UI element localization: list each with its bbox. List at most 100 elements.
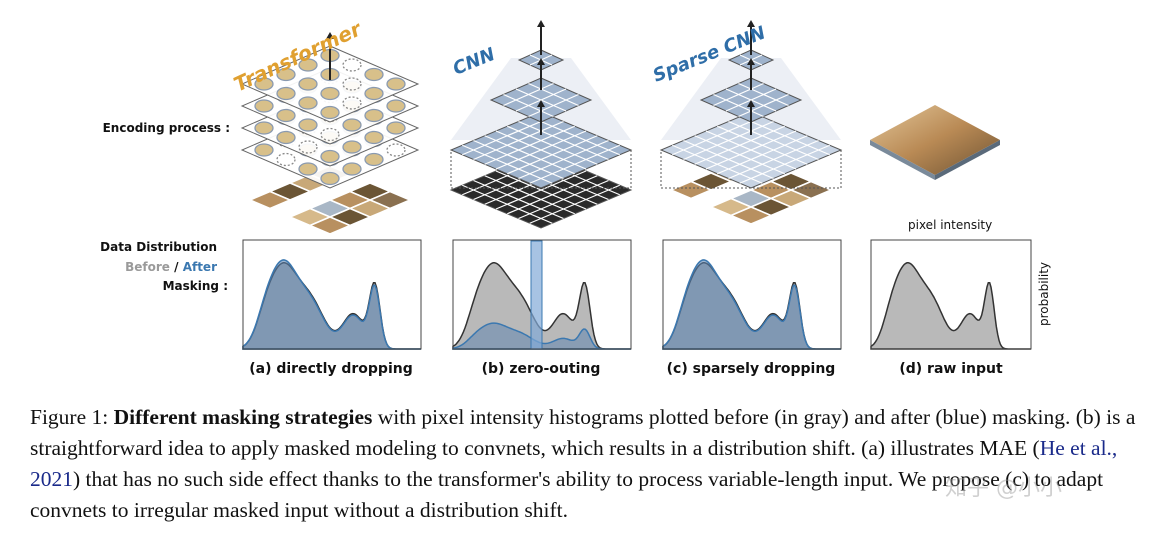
output-arrow-head [747, 20, 755, 27]
arrow-head [747, 100, 755, 107]
feature-map-large-gridline [462, 144, 553, 184]
token [276, 152, 296, 167]
token [320, 105, 340, 120]
output-arrow-head [326, 32, 334, 39]
panel-a-caption: (a) directly dropping [249, 361, 413, 377]
masking-label: Masking : [162, 279, 228, 293]
panel-c-caption: (c) sparsely dropping [666, 361, 836, 377]
slash: / [169, 260, 183, 274]
figure-caption: Figure 1: Different masking strategies w… [30, 402, 1140, 526]
token [254, 99, 274, 113]
token [342, 96, 362, 110]
token [364, 67, 384, 82]
plot-frame [870, 239, 1032, 350]
token [320, 86, 340, 101]
token [364, 108, 384, 123]
feature-map-large-gridline [683, 139, 774, 180]
arrow-head [747, 58, 755, 65]
token [276, 130, 296, 145]
arrow-head [537, 100, 545, 107]
plot-frame [662, 239, 842, 350]
figure-number: Figure 1: [30, 405, 114, 429]
feature-map-large-gridline [705, 130, 797, 170]
watermark: 知乎 @小小 [945, 476, 1062, 501]
encoding-process-label: Encoding process : [102, 121, 230, 135]
token [320, 127, 340, 142]
before-after-label: Before / After [60, 260, 217, 274]
token [298, 96, 318, 110]
raw-image-edge [935, 140, 1000, 180]
feature-map-large-gridline [694, 135, 785, 175]
token [342, 162, 362, 176]
zeroed-image-gridline [462, 184, 553, 224]
after-spike [530, 240, 543, 350]
feature-map-large-gridline [473, 139, 564, 180]
token [342, 77, 362, 91]
token [386, 77, 406, 91]
zeroed-image-gridline [484, 175, 575, 215]
masked-image-tiles [669, 180, 713, 200]
data-distribution-label: Data Distribution [100, 240, 217, 254]
token [276, 67, 296, 82]
feature-map-large-gridline [728, 139, 819, 180]
token [276, 108, 296, 123]
cnn-label: CNN [450, 44, 498, 80]
masked-image-tiles [308, 216, 352, 235]
feature-map-large-gridline [507, 135, 598, 175]
token [298, 77, 318, 91]
masked-image-tiles [729, 206, 773, 225]
figure-illustration: Transformer CNN Sparse CNN [230, 16, 1032, 350]
feature-map-large-gridline [529, 144, 620, 184]
caption-text-2: ) that has no such side effect thanks to… [30, 467, 1104, 522]
token [320, 171, 340, 186]
plot-frame [242, 239, 422, 350]
token [298, 162, 318, 176]
y-axis-label: probability [1037, 261, 1052, 327]
feature-map-large-gridline [717, 135, 808, 175]
caption-text: with pixel intensity histograms plotted … [30, 405, 1136, 460]
after-distribution [242, 259, 421, 350]
feature-map-medium-gridline [738, 93, 789, 118]
token [342, 140, 362, 154]
feature-map-medium-gridline [503, 93, 554, 118]
token [254, 121, 274, 135]
output-arrow-head [537, 20, 545, 27]
transformer-layer [240, 45, 420, 123]
plot-frame [452, 239, 632, 350]
zeroed-image-gridline [507, 175, 598, 215]
token [342, 58, 362, 72]
feature-map-large-gridline [518, 139, 609, 180]
token [364, 152, 384, 167]
panel-b-caption: (b) zero-outing [481, 361, 601, 377]
zeroed-image-gridline [495, 170, 587, 210]
masked-image-tiles [248, 190, 292, 210]
after-label: After [182, 260, 217, 274]
token [298, 118, 318, 132]
token [342, 118, 362, 132]
zeroed-image-gridline [518, 179, 609, 220]
token [364, 130, 384, 145]
token [320, 149, 340, 164]
token [386, 121, 406, 135]
raw-image-edge [870, 140, 935, 180]
token [386, 143, 406, 157]
raw-image [870, 105, 1000, 175]
token [298, 58, 318, 72]
zeroed-image-gridline [529, 184, 620, 224]
before-label: Before [125, 260, 170, 274]
arrow-head [537, 58, 545, 65]
token [364, 86, 384, 101]
token [386, 99, 406, 113]
feature-map-large-gridline [484, 135, 575, 175]
x-axis-label: pixel intensity [908, 218, 993, 232]
feature-map-large-gridline [495, 130, 587, 170]
feature-map-medium-gridline [713, 93, 764, 118]
token [298, 140, 318, 154]
citation-link[interactable]: He et al., 2021 [30, 436, 1118, 491]
before-distribution [870, 262, 1031, 350]
feature-map-large-gridline [672, 144, 763, 184]
token [254, 77, 274, 91]
token [254, 143, 274, 157]
feature-map-medium-gridline [528, 93, 579, 118]
